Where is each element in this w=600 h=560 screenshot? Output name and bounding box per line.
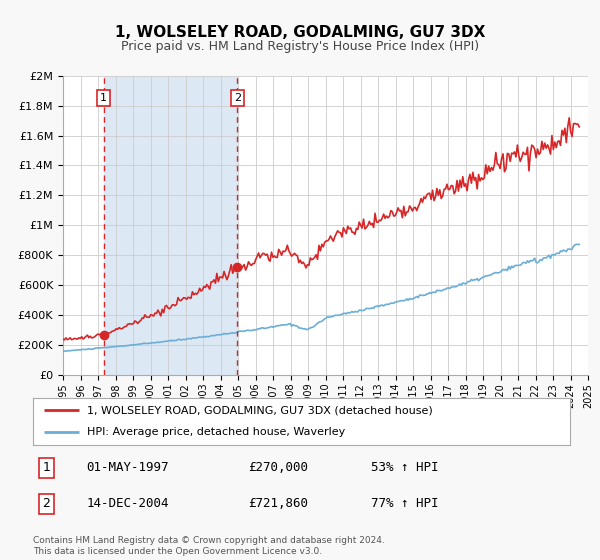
- Text: £721,860: £721,860: [248, 497, 308, 511]
- Text: 14-DEC-2004: 14-DEC-2004: [87, 497, 169, 511]
- Text: 53% ↑ HPI: 53% ↑ HPI: [371, 461, 439, 474]
- Text: Contains HM Land Registry data © Crown copyright and database right 2024.
This d: Contains HM Land Registry data © Crown c…: [33, 536, 385, 556]
- Text: 1: 1: [100, 93, 107, 103]
- Text: 77% ↑ HPI: 77% ↑ HPI: [371, 497, 439, 511]
- Text: HPI: Average price, detached house, Waverley: HPI: Average price, detached house, Wave…: [87, 427, 345, 437]
- Text: 2: 2: [234, 93, 241, 103]
- Text: 1, WOLSELEY ROAD, GODALMING, GU7 3DX: 1, WOLSELEY ROAD, GODALMING, GU7 3DX: [115, 25, 485, 40]
- Text: 01-MAY-1997: 01-MAY-1997: [87, 461, 169, 474]
- Text: 1, WOLSELEY ROAD, GODALMING, GU7 3DX (detached house): 1, WOLSELEY ROAD, GODALMING, GU7 3DX (de…: [87, 405, 433, 416]
- Text: Price paid vs. HM Land Registry's House Price Index (HPI): Price paid vs. HM Land Registry's House …: [121, 40, 479, 53]
- Text: £270,000: £270,000: [248, 461, 308, 474]
- Text: 2: 2: [43, 497, 50, 511]
- Text: 1: 1: [43, 461, 50, 474]
- Bar: [104, 76, 238, 375]
